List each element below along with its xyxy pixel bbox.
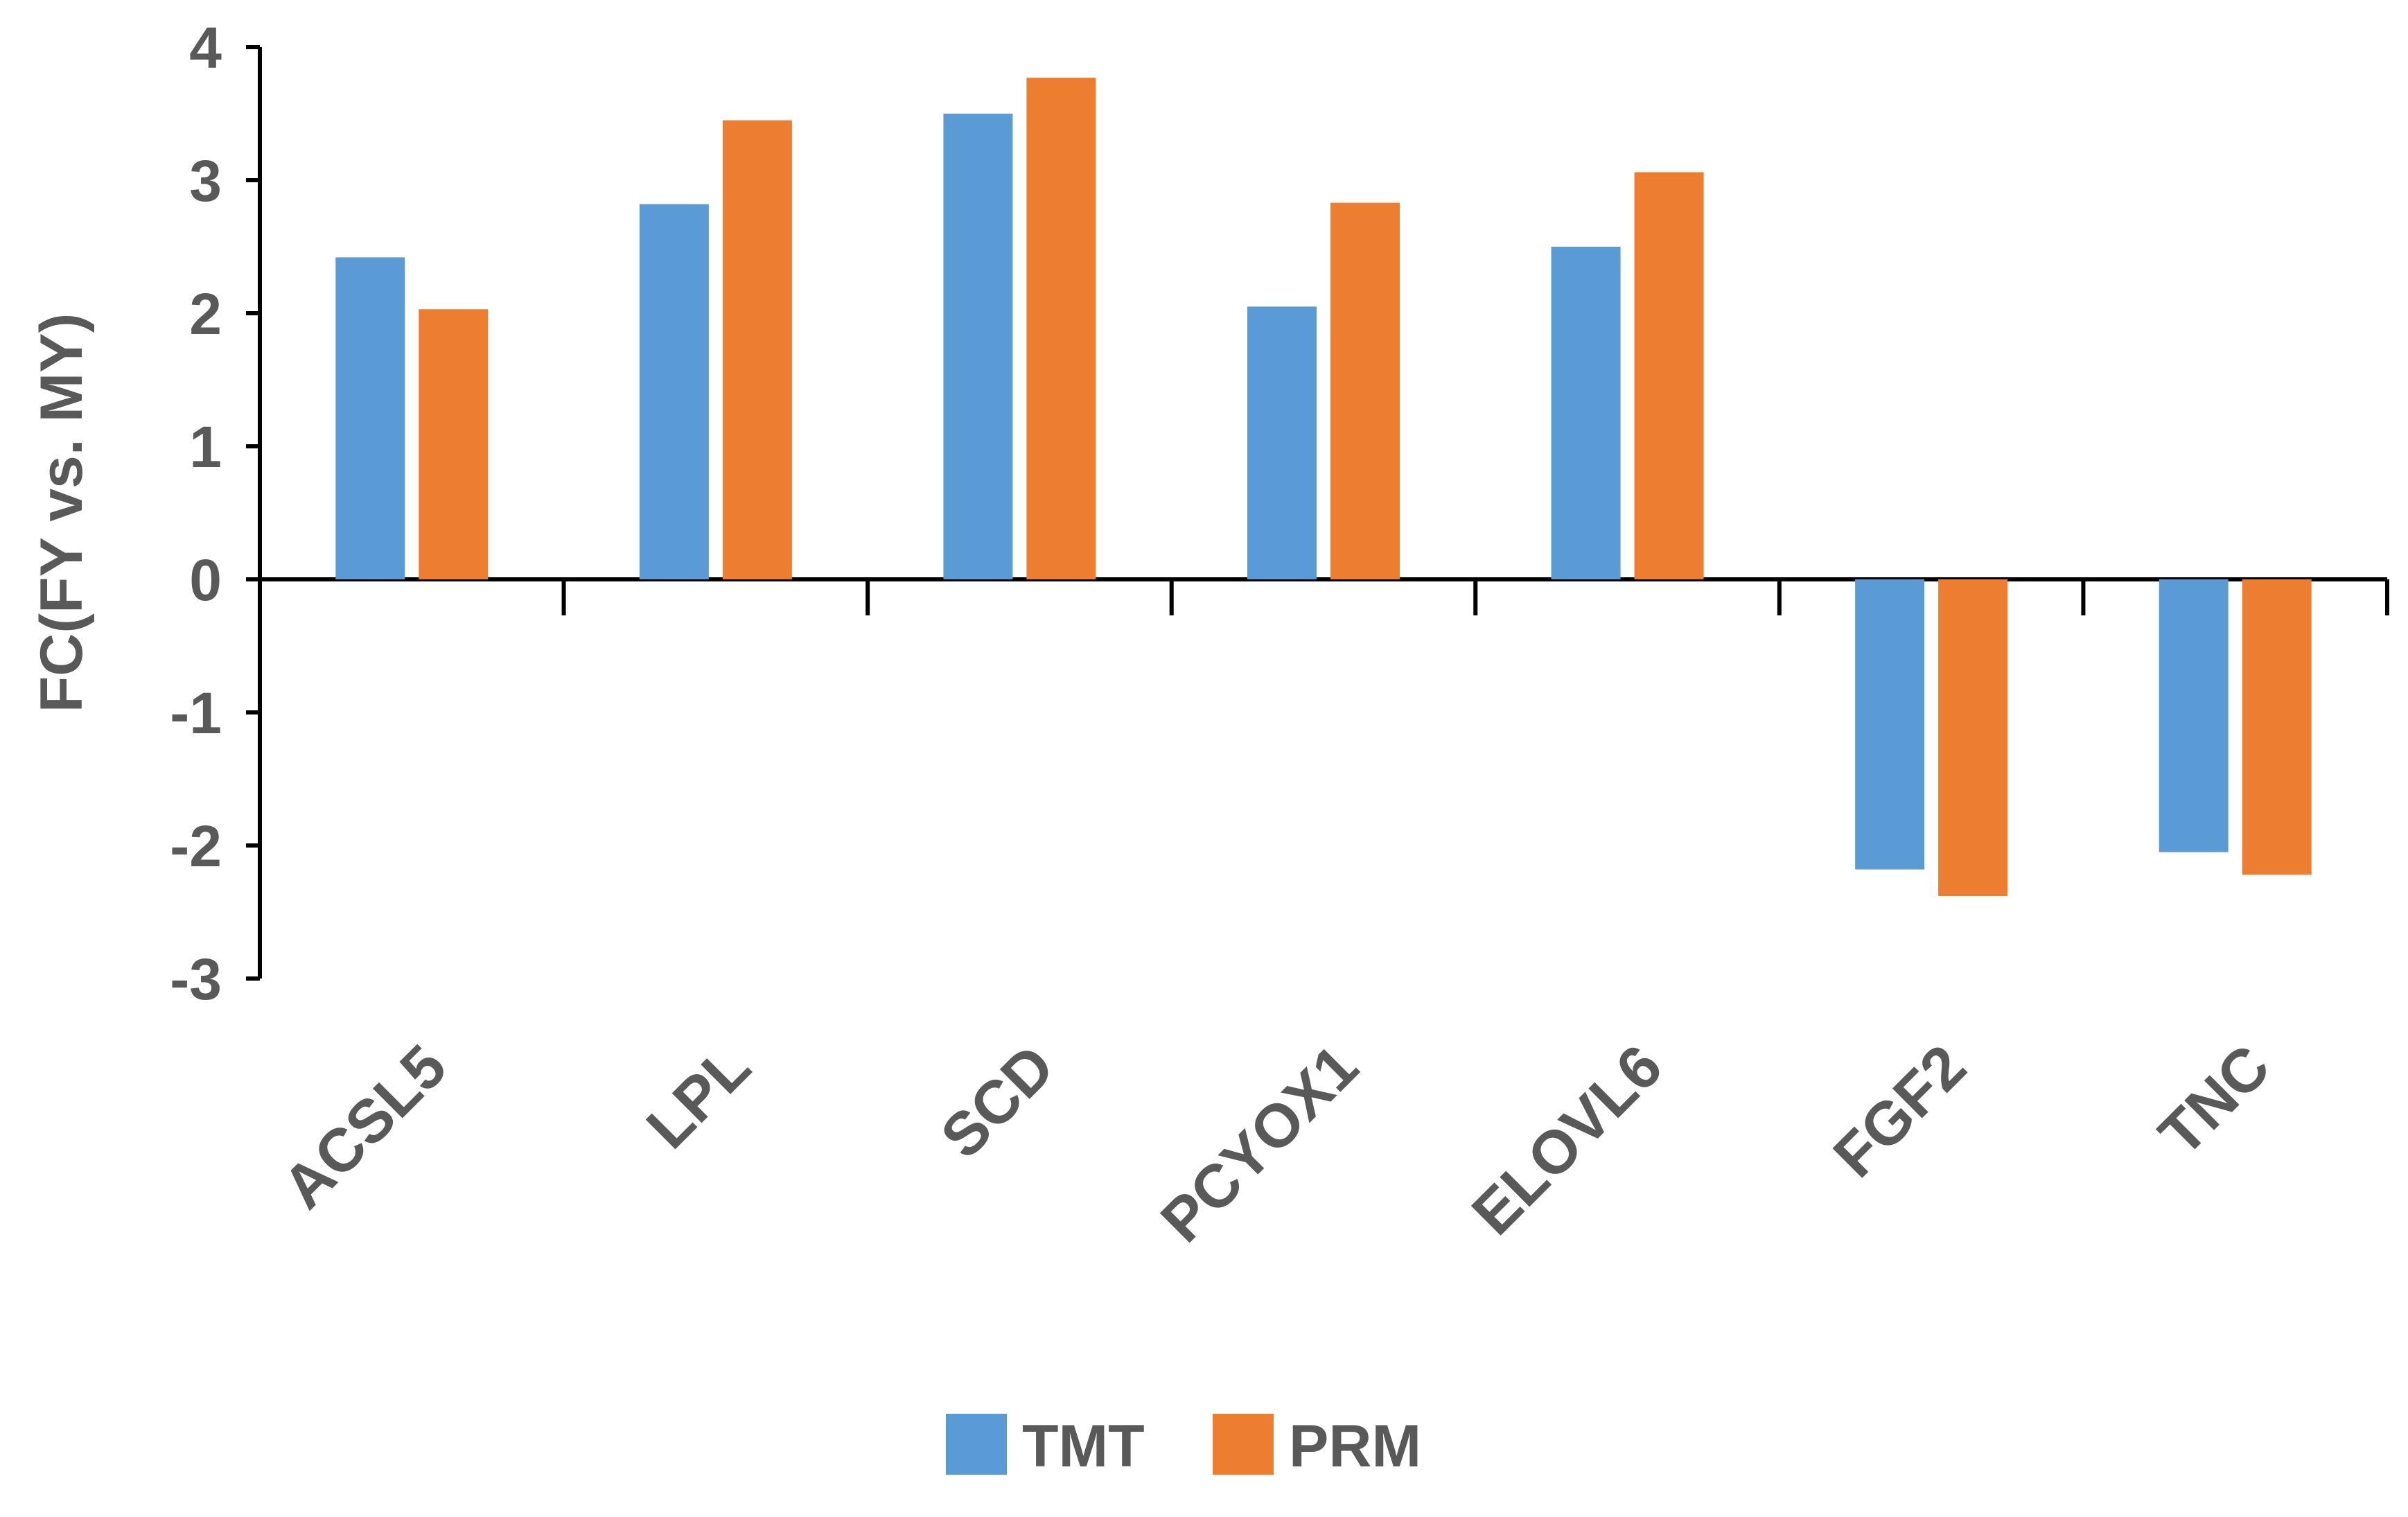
y-tick-label: -1 [170, 681, 222, 746]
legend: TMT PRM [946, 1413, 1421, 1480]
bar-prm-acsl5 [419, 309, 489, 579]
y-tick-label: -2 [170, 814, 222, 879]
x-tick-label: ACSL5 [270, 1031, 459, 1221]
y-axis: 4 3 2 1 0 -1 -2 -3 [170, 15, 262, 1012]
bar-tmt-pcyox1 [1247, 306, 1317, 579]
y-tick-label: 1 [189, 414, 222, 480]
bar-tmt-scd [943, 114, 1013, 579]
x-tick-label: TNC [2145, 1031, 2283, 1168]
x-tick-label: ELOVL6 [1459, 1031, 1675, 1247]
y-tick-label: 3 [189, 148, 222, 213]
bar-tmt-tnc [2159, 579, 2229, 852]
bar-prm-elovl6 [1634, 172, 1704, 580]
bar-prm-scd [1026, 78, 1096, 579]
x-tick-label: LPL [633, 1031, 764, 1161]
x-tick-labels: ACSL5 LPL SCD PCYOX1 ELOVL6 FGF2 TNC [270, 1031, 2283, 1254]
bar-tmt-elovl6 [1551, 247, 1621, 579]
y-tick-label: -3 [170, 947, 222, 1012]
y-tick-label: 2 [189, 281, 222, 347]
legend-swatch-prm [1213, 1414, 1274, 1475]
x-tick-label: FGF2 [1820, 1031, 1979, 1190]
y-tick-label: 4 [189, 15, 222, 80]
bar-prm-lpl [722, 120, 792, 580]
bars [335, 78, 2312, 896]
legend-label-prm: PRM [1289, 1413, 1421, 1480]
legend-label-tmt: TMT [1022, 1413, 1145, 1480]
bar-tmt-fgf2 [1855, 579, 1925, 870]
bar-prm-fgf2 [1938, 579, 2008, 896]
bar-tmt-lpl [639, 204, 709, 579]
legend-swatch-tmt [946, 1414, 1007, 1475]
bar-prm-tnc [2242, 579, 2312, 875]
y-axis-title: FC(FY vs. MY) [28, 313, 95, 713]
y-tick-label: 0 [189, 547, 222, 613]
x-tick-label: PCYOX1 [1148, 1031, 1371, 1254]
x-axis [260, 577, 2389, 615]
x-tick-label: SCD [927, 1031, 1066, 1170]
bar-prm-pcyox1 [1330, 202, 1400, 579]
bar-tmt-acsl5 [335, 257, 405, 579]
